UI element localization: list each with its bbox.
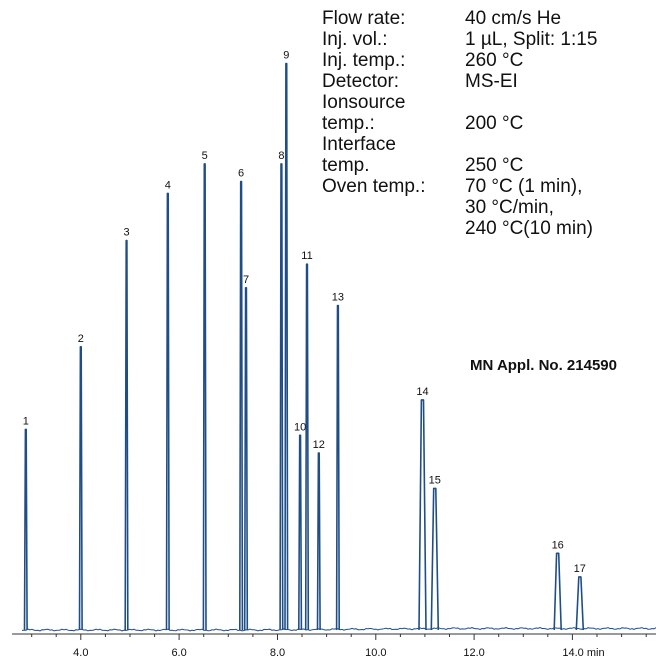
peak-16 — [553, 552, 562, 631]
condition-value: 260 °C — [465, 50, 524, 71]
peak-9 — [284, 62, 289, 631]
condition-row: Interface temp. 250 °C — [322, 134, 597, 176]
peak-14 — [418, 399, 427, 631]
condition-label: Flow rate: — [322, 8, 406, 29]
peak-label-10: 10 — [294, 421, 306, 433]
peak-label-14: 14 — [416, 386, 428, 398]
peak-4 — [165, 192, 170, 631]
x-tick-label: 12.0 — [463, 647, 484, 659]
condition-value: MS-EI — [465, 71, 518, 92]
x-tick-label: 4.0 — [73, 647, 88, 659]
peak-3 — [124, 239, 129, 631]
condition-label: Oven temp.: — [322, 176, 426, 197]
x-tick-label: 6.0 — [171, 647, 186, 659]
peak-2 — [78, 346, 83, 631]
condition-value: 70 °C (1 min), 30 °C/min, 240 °C(10 min) — [465, 176, 593, 239]
peak-17 — [575, 576, 585, 631]
condition-row: Inj. temp.: 260 °C — [322, 50, 597, 71]
condition-row: Oven temp.: 70 °C (1 min), 30 °C/min, 24… — [322, 176, 597, 239]
peak-15 — [430, 487, 440, 631]
condition-label: Interface temp. — [322, 134, 396, 176]
x-tick-label: 10.0 — [365, 647, 386, 659]
condition-label: Inj. temp.: — [322, 50, 406, 71]
peak-10 — [298, 434, 303, 631]
peak-label-5: 5 — [202, 150, 208, 162]
peak-12 — [316, 452, 321, 631]
condition-row: Detector: MS-EI — [322, 71, 597, 92]
peak-13 — [335, 304, 340, 631]
peak-label-17: 17 — [574, 563, 586, 575]
condition-row: Inj. vol.: 1 µL, Split: 1:15 — [322, 29, 597, 50]
peak-label-11: 11 — [301, 250, 312, 262]
condition-label: Ionsource temp.: — [322, 92, 406, 134]
peak-label-13: 13 — [332, 292, 344, 304]
peak-label-7: 7 — [243, 274, 249, 286]
x-tick-label: 14.0 min — [562, 647, 604, 659]
condition-value: 1 µL, Split: 1:15 — [465, 29, 598, 50]
peak-label-9: 9 — [283, 50, 289, 62]
application-note: MN Appl. No. 214590 — [470, 357, 617, 374]
peak-label-12: 12 — [313, 439, 325, 451]
x-tick-label: 8.0 — [270, 647, 285, 659]
peak-label-4: 4 — [165, 179, 171, 191]
peak-5 — [202, 163, 207, 631]
instrument-conditions: Flow rate: 40 cm/s He Inj. vol.: 1 µL, S… — [322, 8, 597, 239]
peak-11 — [304, 263, 310, 631]
condition-value: 40 cm/s He — [465, 8, 562, 29]
peak-7 — [243, 287, 249, 631]
x-axis: 4.0 6.0 8.0 10.0 12.0 14.0 min — [12, 633, 656, 659]
peak-1 — [23, 428, 28, 631]
peak-label-3: 3 — [123, 227, 129, 239]
peak-label-8: 8 — [278, 150, 284, 162]
condition-label: Inj. vol.: — [322, 29, 388, 50]
peak-label-1: 1 — [23, 415, 29, 427]
peak-6 — [239, 180, 244, 631]
peak-label-6: 6 — [238, 168, 244, 180]
peak-label-15: 15 — [429, 474, 441, 486]
peak-label-16: 16 — [552, 539, 564, 551]
peak-8 — [279, 163, 284, 631]
condition-label: Detector: — [322, 71, 400, 92]
condition-row: Ionsource temp.: 200 °C — [322, 92, 597, 134]
condition-value: 250 °C — [465, 155, 524, 176]
peak-label-2: 2 — [78, 333, 84, 345]
condition-row: Flow rate: 40 cm/s He — [322, 8, 597, 29]
condition-value: 200 °C — [465, 113, 524, 134]
